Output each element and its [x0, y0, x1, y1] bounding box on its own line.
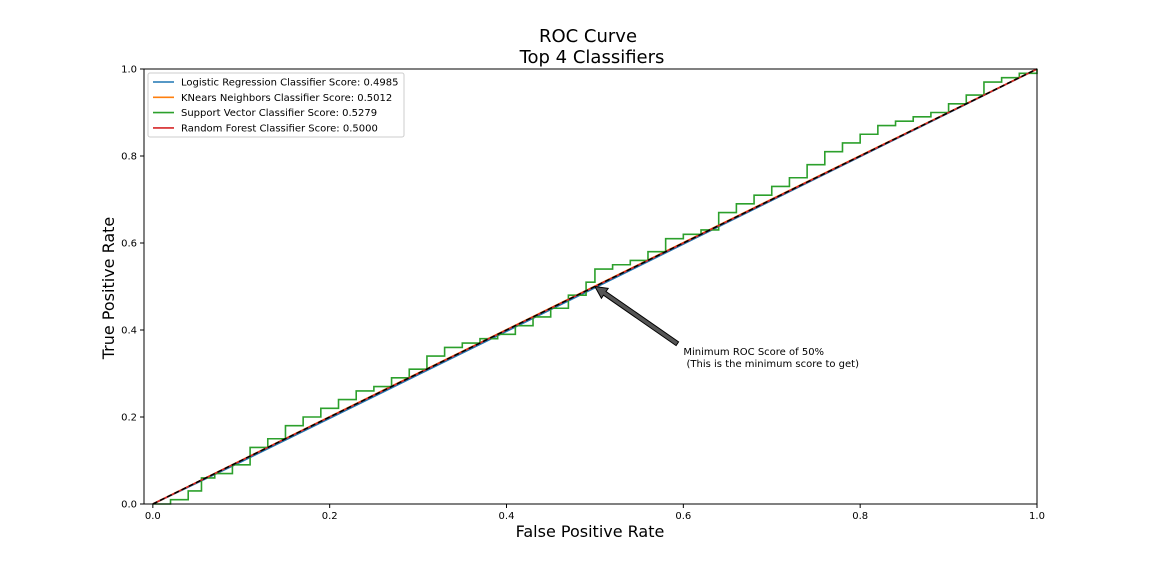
- y-tick-label: 1.0: [121, 65, 137, 76]
- x-tick-label: 0.2: [322, 511, 338, 522]
- y-tick-label: 0.0: [121, 500, 137, 511]
- annotation-text-line2: (This is the minimum score to get): [683, 359, 859, 370]
- y-tick-label: 0.8: [121, 152, 137, 163]
- plot-frame: [143, 68, 1038, 505]
- annotation-arrow: [593, 285, 680, 347]
- chart-subtitle: Top 4 Classifiers: [519, 47, 665, 68]
- x-tick-label: 0.6: [675, 511, 691, 522]
- y-tick-label: 0.2: [121, 413, 137, 424]
- x-tick-label: 1.0: [1029, 511, 1045, 522]
- y-tick-label: 0.6: [121, 239, 137, 250]
- legend-label-0: Logistic Regression Classifier Score: 0.…: [181, 78, 398, 89]
- legend: Logistic Regression Classifier Score: 0.…: [147, 72, 405, 138]
- legend-label-2: Support Vector Classifier Score: 0.5279: [181, 108, 377, 119]
- annotation-group: Minimum ROC Score of 50% (This is the mi…: [593, 285, 859, 370]
- y-axis-ticks: 0.0 0.2 0.4 0.6 0.8 1.0: [121, 65, 144, 511]
- legend-label-1: KNears Neighbors Classifier Score: 0.501…: [181, 93, 392, 104]
- x-axis-label: False Positive Rate: [516, 522, 665, 541]
- y-axis-label: True Positive Rate: [99, 217, 118, 361]
- x-tick-label: 0.8: [852, 511, 868, 522]
- x-tick-label: 0.0: [145, 511, 161, 522]
- annotation-text-line1: Minimum ROC Score of 50%: [683, 347, 824, 358]
- y-tick-label: 0.4: [121, 326, 137, 337]
- x-axis-ticks: 0.0 0.2 0.4 0.6 0.8 1.0: [145, 504, 1045, 522]
- series-line-2: [152, 69, 1038, 505]
- legend-box: [147, 72, 405, 138]
- legend-label-3: Random Forest Classifier Score: 0.5000: [181, 123, 378, 134]
- x-tick-label: 0.4: [499, 511, 515, 522]
- chart-title: ROC Curve: [539, 26, 637, 47]
